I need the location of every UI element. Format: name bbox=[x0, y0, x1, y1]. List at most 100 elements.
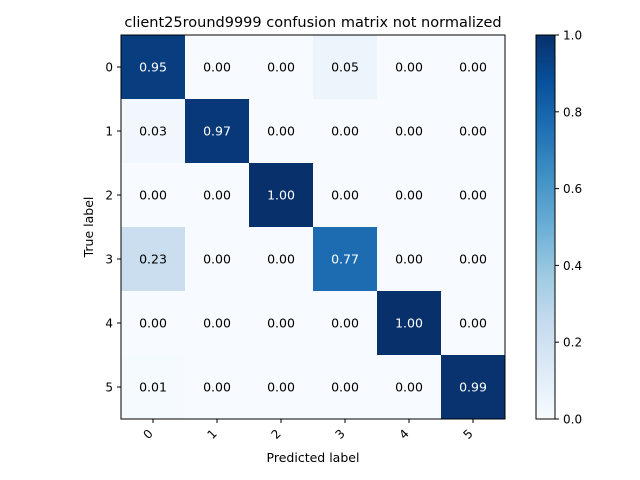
cell-value-label: 0.00 bbox=[139, 316, 167, 331]
heatmap-cell bbox=[441, 227, 506, 292]
cell-value-label: 0.00 bbox=[395, 188, 423, 203]
colorbar-tick-label: 0.6 bbox=[563, 182, 582, 196]
heatmap-cell bbox=[377, 227, 442, 292]
cell-value-label: 0.03 bbox=[139, 124, 167, 139]
colorbar-tick-label: 0.8 bbox=[563, 105, 582, 119]
heatmap-cells bbox=[121, 35, 506, 420]
heatmap-cell bbox=[313, 355, 378, 420]
x-axis-label: Predicted label bbox=[267, 450, 360, 465]
cell-value-label: 0.00 bbox=[459, 188, 487, 203]
heatmap-cell bbox=[185, 35, 250, 100]
heatmap-cell bbox=[441, 291, 506, 356]
colorbar-ticks: 0.0 0.2 0.4 0.6 0.8 1.0 bbox=[555, 29, 582, 427]
cell-value-label: 0.01 bbox=[139, 380, 167, 395]
heatmap-cell-labels: 0.95 0.00 0.00 0.05 0.00 0.00 0.03 0.97 0.00 0.00… bbox=[139, 60, 487, 395]
heatmap-cell bbox=[121, 291, 186, 356]
x-tick-label: 1 bbox=[205, 427, 220, 442]
heatmap-cell bbox=[313, 291, 378, 356]
heatmap-cell bbox=[377, 163, 442, 228]
x-tick-label: 4 bbox=[397, 427, 412, 442]
heatmap-cell bbox=[249, 35, 314, 100]
colorbar bbox=[535, 34, 556, 420]
heatmap-cell bbox=[185, 163, 250, 228]
heatmap-cell bbox=[377, 99, 442, 164]
y-tick-label: 1 bbox=[105, 125, 113, 139]
cell-value-label: 0.00 bbox=[331, 380, 359, 395]
cell-value-label: 0.00 bbox=[203, 60, 231, 75]
x-tick-label: 3 bbox=[333, 427, 348, 442]
x-tick-label: 2 bbox=[269, 427, 284, 442]
cell-value-label: 0.00 bbox=[395, 252, 423, 267]
heatmap-cell bbox=[121, 227, 186, 292]
heatmap-cell bbox=[249, 99, 314, 164]
heatmap-cell bbox=[249, 291, 314, 356]
x-tick-label: 0 bbox=[141, 427, 156, 442]
y-tick-label: 3 bbox=[105, 253, 113, 267]
cell-value-label: 0.00 bbox=[203, 380, 231, 395]
heatmap-cell bbox=[377, 355, 442, 420]
cell-value-label: 0.00 bbox=[395, 380, 423, 395]
y-tick-label: 2 bbox=[105, 189, 113, 203]
heatmap-cell bbox=[377, 291, 442, 356]
heatmap-cell bbox=[121, 355, 186, 420]
cell-value-label: 0.00 bbox=[459, 124, 487, 139]
heatmap-cell bbox=[313, 163, 378, 228]
chart-title: client25round9999 confusion matrix not n… bbox=[124, 15, 501, 31]
heatmap-cell bbox=[313, 227, 378, 292]
heatmap-cell bbox=[185, 99, 250, 164]
cell-value-label: 0.00 bbox=[331, 316, 359, 331]
colorbar-tick-label: 0.4 bbox=[563, 259, 582, 273]
cell-value-label: 0.00 bbox=[395, 124, 423, 139]
y-axis-ticks: 0 1 2 3 4 5 bbox=[105, 61, 121, 395]
heatmap-cell bbox=[121, 163, 186, 228]
colorbar-tick-label: 0.0 bbox=[563, 413, 582, 427]
cell-value-label: 0.00 bbox=[267, 316, 295, 331]
heatmap-cell bbox=[249, 355, 314, 420]
heatmap-cell bbox=[441, 163, 506, 228]
x-tick-label: 5 bbox=[461, 427, 476, 442]
cell-value-label: 0.00 bbox=[267, 60, 295, 75]
cell-value-label: 0.00 bbox=[459, 316, 487, 331]
heatmap-cell bbox=[441, 35, 506, 100]
cell-value-label: 1.00 bbox=[395, 316, 423, 331]
plot-frame bbox=[120, 34, 506, 420]
heatmap-cell bbox=[249, 163, 314, 228]
cell-value-label: 0.00 bbox=[459, 60, 487, 75]
colorbar-tick-label: 1.0 bbox=[563, 29, 582, 43]
cell-value-label: 0.00 bbox=[139, 188, 167, 203]
x-axis-ticks: 0 1 2 3 4 5 bbox=[141, 419, 476, 442]
heatmap-cell bbox=[249, 227, 314, 292]
heatmap-cell bbox=[185, 227, 250, 292]
cell-value-label: 0.00 bbox=[267, 252, 295, 267]
cell-value-label: 0.97 bbox=[203, 124, 231, 139]
cell-value-label: 0.05 bbox=[331, 60, 359, 75]
y-tick-label: 5 bbox=[105, 381, 113, 395]
heatmap-cell bbox=[185, 355, 250, 420]
cell-value-label: 0.00 bbox=[203, 188, 231, 203]
heatmap-cell bbox=[121, 99, 186, 164]
heatmap-cell bbox=[377, 35, 442, 100]
cell-value-label: 0.00 bbox=[267, 380, 295, 395]
cell-value-label: 1.00 bbox=[267, 188, 295, 203]
colorbar-tick-label: 0.2 bbox=[563, 336, 582, 350]
cell-value-label: 0.99 bbox=[459, 380, 487, 395]
cell-value-label: 0.95 bbox=[139, 60, 167, 75]
cell-value-label: 0.00 bbox=[331, 188, 359, 203]
y-axis-label: True label bbox=[81, 197, 96, 259]
cell-value-label: 0.00 bbox=[395, 60, 423, 75]
heatmap-cell bbox=[313, 99, 378, 164]
cell-value-label: 0.00 bbox=[203, 252, 231, 267]
cell-value-label: 0.77 bbox=[331, 252, 359, 267]
cell-value-label: 0.00 bbox=[203, 316, 231, 331]
heatmap-cell bbox=[441, 355, 506, 420]
cell-value-label: 0.00 bbox=[267, 124, 295, 139]
heatmap-cell bbox=[121, 35, 186, 100]
cell-value-label: 0.23 bbox=[139, 252, 167, 267]
cell-value-label: 0.00 bbox=[331, 124, 359, 139]
heatmap-cell bbox=[313, 35, 378, 100]
y-tick-label: 4 bbox=[105, 317, 113, 331]
heatmap-cell bbox=[441, 99, 506, 164]
y-tick-label: 0 bbox=[105, 61, 113, 75]
heatmap-cell bbox=[185, 291, 250, 356]
